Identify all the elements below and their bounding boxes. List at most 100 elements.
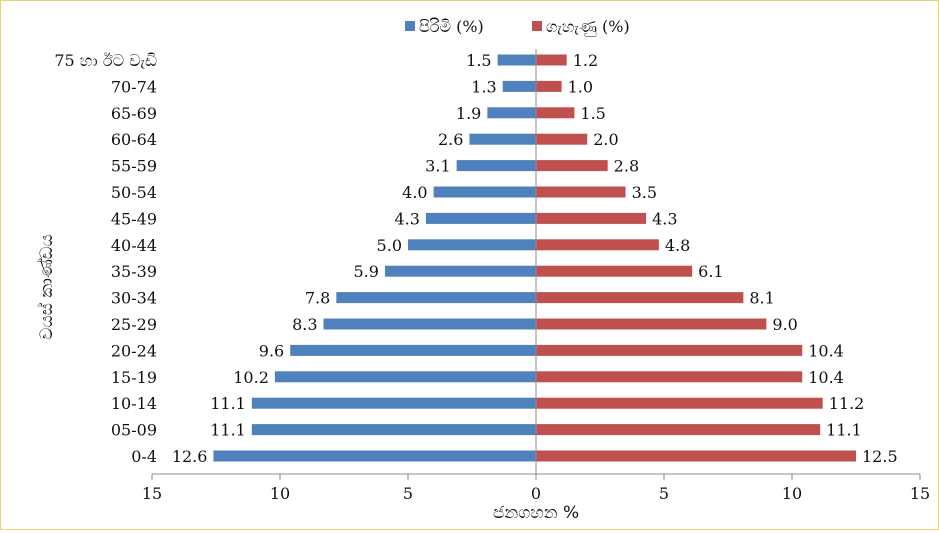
female-data-label: 1.5 [580, 104, 605, 123]
x-tick-label: 10 [270, 484, 290, 503]
female-bar [536, 424, 821, 436]
male-bar [274, 371, 536, 383]
female-data-label: 2.8 [614, 157, 639, 176]
axes-group: 15 10 5 0 5 10 15 [142, 49, 930, 503]
male-data-label: 11.1 [210, 394, 246, 413]
male-bar [408, 239, 536, 251]
female-data-label: 6.1 [698, 262, 723, 281]
category-label: 05-09 [111, 421, 157, 440]
female-data-label: 10.4 [808, 341, 844, 360]
male-data-label: 5.0 [377, 236, 402, 255]
male-bar [323, 318, 536, 330]
male-data-label: 9.6 [259, 341, 284, 360]
category-label: 50-54 [111, 183, 157, 202]
male-bar [290, 344, 536, 356]
female-bar [536, 265, 693, 277]
female-data-label: 1.0 [568, 77, 593, 96]
male-bar [425, 212, 536, 224]
male-bar [433, 186, 536, 198]
category-label: 45-49 [111, 209, 157, 228]
legend-label-male: පිරිමි (%) [419, 17, 484, 36]
male-bar [251, 397, 536, 409]
category-label: 10-14 [111, 394, 157, 413]
male-bar [502, 80, 536, 92]
category-label: 20-24 [111, 341, 157, 360]
x-tick-label: 15 [910, 484, 930, 503]
male-bar [384, 265, 536, 277]
category-label: 35-39 [111, 262, 157, 281]
female-data-label: 3.5 [632, 183, 657, 202]
category-label: 25-29 [111, 315, 157, 334]
category-labels-group: 0-4 05-09 10-14 15-19 20-24 25-29 30-34 35-39 40… [54, 51, 157, 466]
y-axis-title: වයස් කාණ්ඩය [37, 234, 57, 339]
x-tick-label: 5 [659, 484, 669, 503]
male-data-label: 11.1 [210, 421, 246, 440]
x-tick-label: 5 [403, 484, 413, 503]
male-data-label: 8.3 [292, 315, 317, 334]
category-label: 65-69 [111, 104, 157, 123]
female-bar [536, 133, 588, 145]
male-bar [487, 107, 536, 119]
male-bar [456, 160, 536, 172]
legend-swatch-female [532, 21, 542, 31]
female-data-label: 9.0 [772, 315, 797, 334]
female-data-label: 8.1 [749, 289, 774, 308]
male-data-label: 7.8 [305, 289, 330, 308]
x-tick-label: 0 [531, 484, 541, 503]
category-label: 70-74 [111, 77, 157, 96]
legend-swatch-male [405, 21, 415, 31]
female-bar [536, 318, 767, 330]
male-bar [336, 292, 536, 304]
category-label: 30-34 [111, 289, 157, 308]
female-bar [536, 212, 647, 224]
female-data-label: 1.2 [573, 51, 598, 70]
female-data-label: 4.3 [652, 209, 677, 228]
male-data-label: 3.1 [425, 157, 450, 176]
female-bar [536, 54, 567, 66]
legend: පිරිමි (%) ගැහැණු (%) [405, 17, 630, 37]
female-data-label: 10.4 [808, 368, 844, 387]
category-label: 75 හා ඊට වැඩි [54, 51, 157, 70]
female-bar [536, 186, 626, 198]
female-data-label: 11.2 [829, 394, 865, 413]
female-bar [536, 397, 823, 409]
female-data-label: 12.5 [862, 447, 898, 466]
data-labels-group: 12.611.111.110.29.68.37.85.95.04.34.03.1… [172, 51, 898, 466]
male-data-label: 4.3 [394, 209, 419, 228]
female-bar [536, 450, 856, 462]
male-bar [469, 133, 536, 145]
female-bar [536, 80, 562, 92]
category-label: 15-19 [111, 368, 157, 387]
female-bar [536, 371, 803, 383]
female-bar [536, 292, 744, 304]
male-data-label: 5.9 [354, 262, 379, 281]
female-bar [536, 344, 803, 356]
x-tick-label: 15 [142, 484, 162, 503]
male-data-label: 2.6 [438, 130, 463, 149]
female-bar [536, 160, 608, 172]
male-bar [213, 450, 536, 462]
male-data-label: 1.9 [456, 104, 481, 123]
category-label: 40-44 [111, 236, 157, 255]
bars-group [213, 54, 856, 462]
female-data-label: 2.0 [593, 130, 618, 149]
x-tick-label: 10 [782, 484, 802, 503]
male-data-label: 4.0 [402, 183, 427, 202]
male-bar [251, 424, 536, 436]
x-axis-title: ජනගහන % [493, 503, 579, 523]
female-bar [536, 239, 659, 251]
category-label: 55-59 [111, 157, 157, 176]
category-label: 0-4 [131, 447, 157, 466]
female-bar [536, 107, 575, 119]
category-label: 60-64 [111, 130, 157, 149]
legend-label-female: ගැහැණු (%) [546, 17, 630, 37]
male-data-label: 1.5 [466, 51, 491, 70]
male-data-label: 12.6 [172, 447, 208, 466]
female-data-label: 4.8 [665, 236, 690, 255]
male-data-label: 1.3 [471, 77, 496, 96]
male-data-label: 10.2 [233, 368, 269, 387]
female-data-label: 11.1 [826, 421, 862, 440]
male-bar [497, 54, 536, 66]
